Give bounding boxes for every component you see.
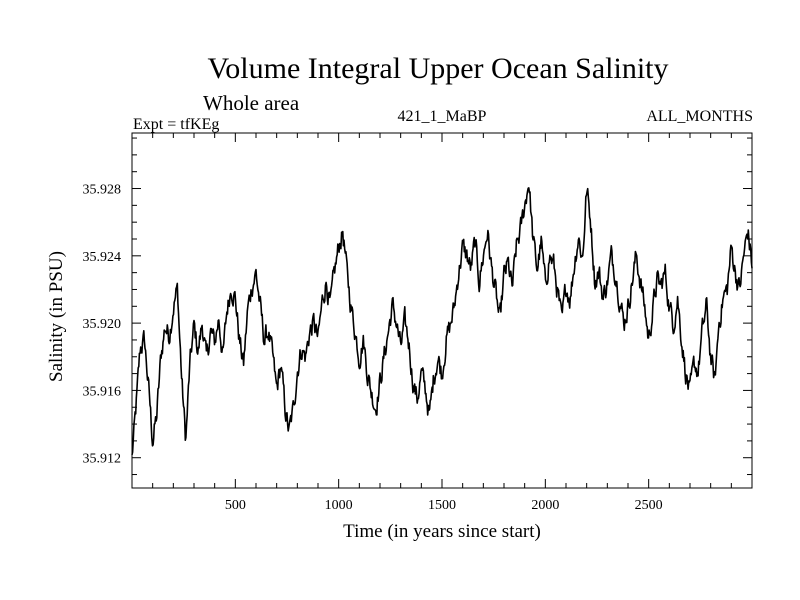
y-tick-label: 35.916	[83, 384, 122, 399]
months-label: ALL_MONTHS	[646, 108, 753, 125]
y-axis-label: Salinity (in PSU)	[46, 251, 67, 382]
y-tick-label: 35.924	[83, 250, 122, 265]
axis-ticks	[132, 133, 752, 488]
series-line	[131, 187, 753, 455]
experiment-label: Expt = tfKEg	[133, 116, 220, 133]
y-tick-label: 35.912	[83, 452, 122, 467]
y-tick-labels: 35.912 35.916 35.920 35.924 35.928	[83, 183, 122, 467]
run-label: 421_1_MaBP	[397, 108, 487, 125]
x-tick-label: 1500	[428, 498, 456, 513]
y-tick-label: 35.928	[83, 183, 122, 198]
x-tick-label: 1000	[325, 498, 353, 513]
x-tick-label: 2000	[531, 498, 559, 513]
chart-subtitle: Whole area	[203, 91, 300, 115]
x-tick-labels: 500 1000 1500 2000 2500	[225, 498, 663, 513]
y-tick-label: 35.920	[83, 317, 122, 332]
x-axis-label: Time (in years since start)	[343, 521, 541, 542]
x-tick-label: 2500	[635, 498, 663, 513]
chart-title: Volume Integral Upper Ocean Salinity	[207, 52, 669, 85]
x-tick-label: 500	[225, 498, 246, 513]
plot-frame	[131, 132, 753, 489]
